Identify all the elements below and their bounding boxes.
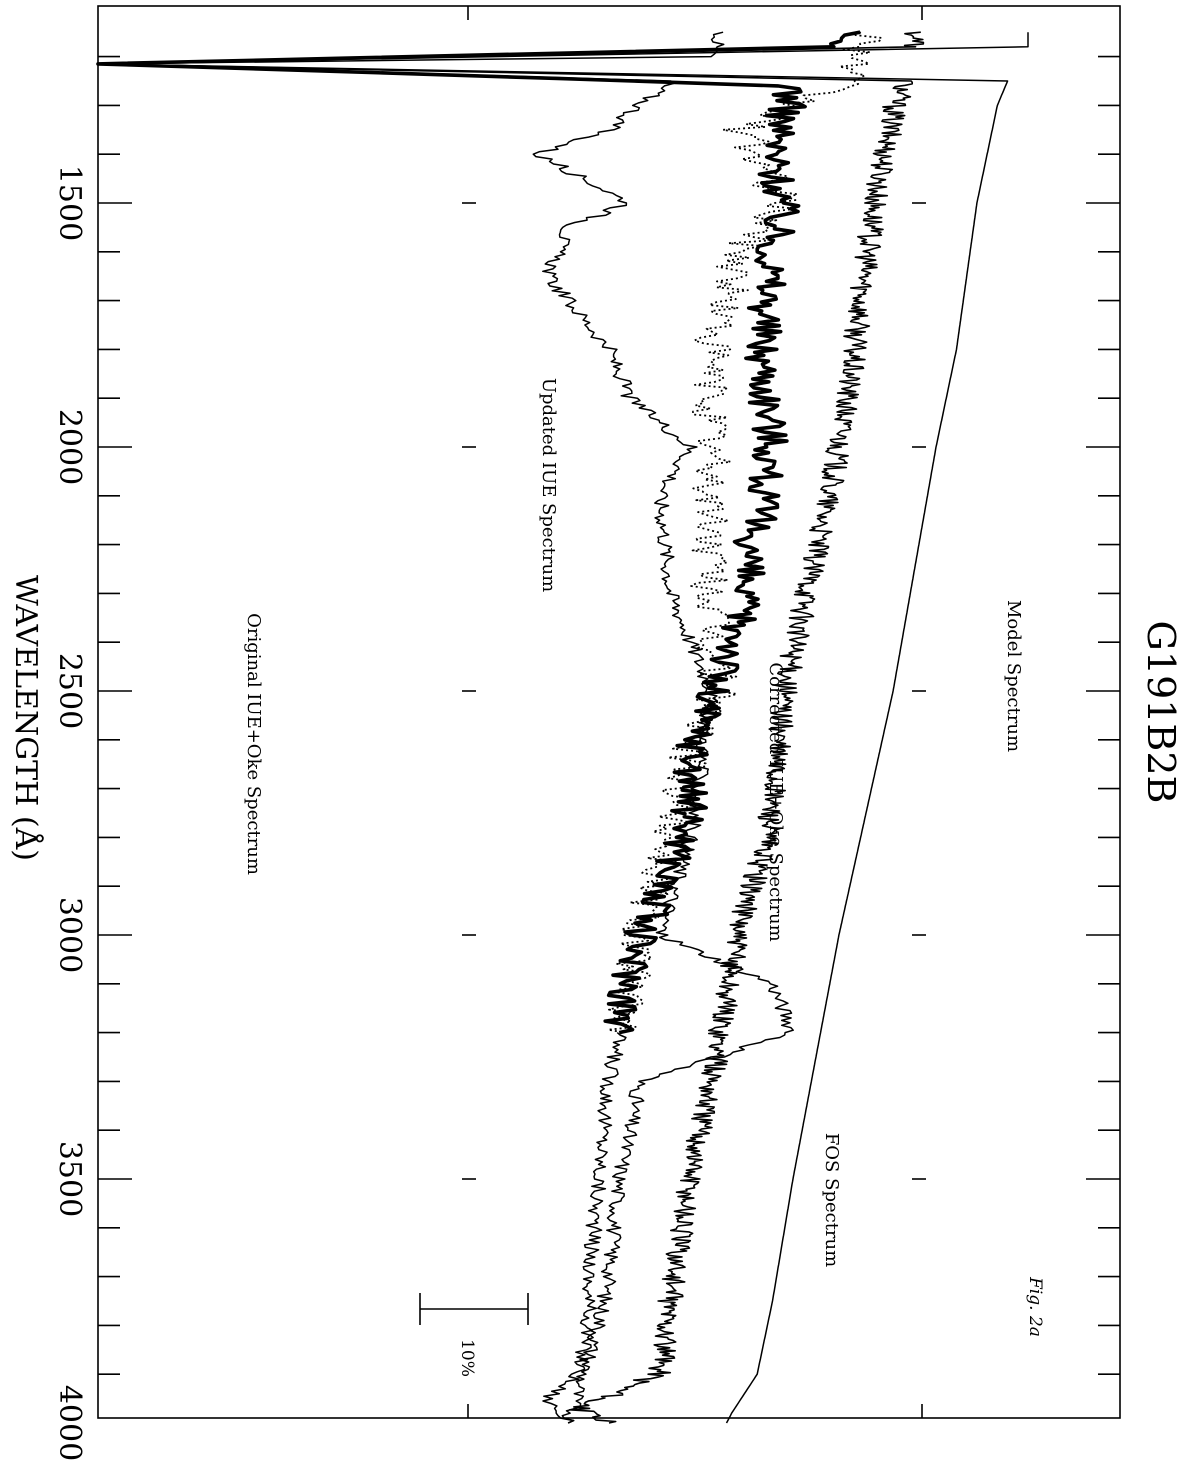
series-label-fos: FOS Spectrum bbox=[821, 1133, 842, 1267]
series-line-fos bbox=[97, 31, 925, 1424]
axis-ticks bbox=[98, 6, 1120, 1418]
x-axis-label: WAVELENGTH (Å) bbox=[8, 575, 44, 861]
tick-label: 3000 bbox=[52, 897, 87, 973]
figure-label: Fig. 2a bbox=[1025, 1276, 1045, 1337]
tick-label: 4000 bbox=[52, 1385, 87, 1461]
axis-tick-labels: 1500 2000 2500 3000 3500 4000 bbox=[52, 165, 87, 1461]
series-label-original: Original IUE+Oke Spectrum bbox=[243, 613, 264, 875]
plot-frame bbox=[97, 5, 1121, 1419]
series-line-original bbox=[97, 31, 794, 1424]
series-label-model: Model Spectrum bbox=[1003, 600, 1024, 752]
series-line-updated_ext bbox=[542, 1032, 627, 1424]
scale-bar bbox=[419, 1293, 529, 1325]
tick-label: 2000 bbox=[52, 409, 87, 485]
tick-label: 3500 bbox=[52, 1141, 87, 1217]
series-line-corrected bbox=[96, 30, 861, 1035]
tick-label: 1500 bbox=[52, 165, 87, 241]
series-label-corrected: Corrected IUE+Oke Spectrum bbox=[765, 662, 786, 941]
scale-bar-label: 10% bbox=[457, 1339, 477, 1377]
tick-label: 2500 bbox=[52, 653, 87, 729]
series-layer bbox=[96, 30, 1029, 1424]
chart-title: G191B2B bbox=[1139, 621, 1183, 804]
series-line-model bbox=[97, 32, 1029, 1424]
series-label-updated: Updated IUE Spectrum bbox=[538, 378, 559, 592]
series-line-updated bbox=[607, 31, 883, 1034]
